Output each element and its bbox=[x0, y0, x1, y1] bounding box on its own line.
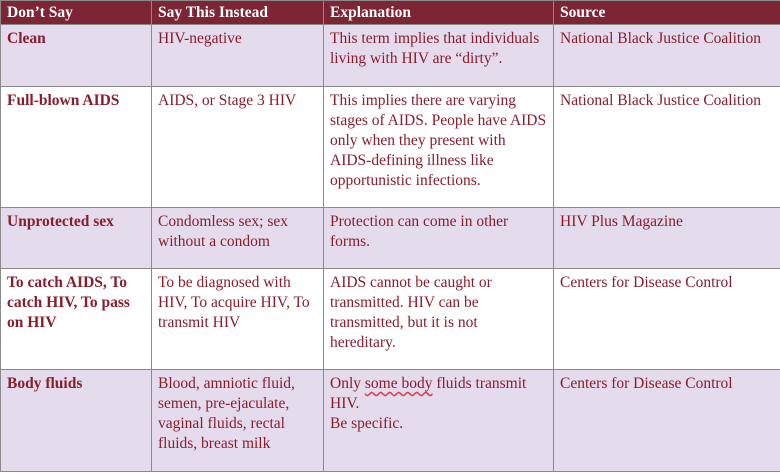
source-cell: Centers for Disease Control bbox=[553, 369, 780, 472]
source-cell: HIV Plus Magazine bbox=[553, 207, 780, 269]
table-row: Full-blown AIDS AIDS, or Stage 3 HIV Thi… bbox=[0, 86, 780, 208]
explanation-cell: This implies there are varying stages of… bbox=[323, 86, 554, 208]
dont-say-cell: To catch AIDS, To catch HIV, To pass on … bbox=[0, 268, 152, 370]
dont-say-cell: Full-blown AIDS bbox=[0, 86, 152, 208]
explanation-line: Be specific. bbox=[330, 415, 404, 432]
explanation-line: Only some body fluids transmit HIV. bbox=[330, 374, 547, 414]
say-instead-cell: HIV-negative bbox=[151, 24, 324, 87]
explanation-cell: Only some body fluids transmit HIV. Be s… bbox=[323, 369, 554, 472]
table-row: Clean HIV-negative This term implies tha… bbox=[0, 24, 780, 87]
header-source: Source bbox=[553, 0, 780, 25]
dont-say-cell: Unprotected sex bbox=[0, 207, 152, 269]
explanation-cell: This term implies that individuals livin… bbox=[323, 24, 554, 87]
dont-say-cell: Body fluids bbox=[0, 369, 152, 472]
explanation-text: Only bbox=[330, 375, 365, 392]
say-instead-cell: Condomless sex; sex without a condom bbox=[151, 207, 324, 269]
say-instead-cell: Blood, amniotic fluid, semen, pre-ejacul… bbox=[151, 369, 324, 472]
header-row: Don’t Say Say This Instead Explanation S… bbox=[0, 0, 780, 25]
explanation-text: fluids transmit HIV. bbox=[330, 375, 527, 412]
header-dont-say: Don’t Say bbox=[0, 0, 152, 25]
explanation-cell: AIDS cannot be caught or transmitted. HI… bbox=[323, 268, 554, 370]
dont-say-cell: Clean bbox=[0, 24, 152, 87]
spellcheck-underlined-text[interactable]: some body bbox=[364, 375, 433, 392]
header-say-instead: Say This Instead bbox=[151, 0, 324, 25]
header-explanation: Explanation bbox=[323, 0, 554, 25]
say-instead-cell: To be diagnosed with HIV, To acquire HIV… bbox=[151, 268, 324, 370]
table-row: Body fluids Blood, amniotic fluid, semen… bbox=[0, 369, 780, 472]
say-instead-cell: AIDS, or Stage 3 HIV bbox=[151, 86, 324, 208]
source-cell: National Black Justice Coalition bbox=[553, 24, 780, 87]
source-cell: National Black Justice Coalition bbox=[553, 86, 780, 208]
table-row: Unprotected sex Condomless sex; sex with… bbox=[0, 207, 780, 269]
source-cell: Centers for Disease Control bbox=[553, 268, 780, 370]
table-row: To catch AIDS, To catch HIV, To pass on … bbox=[0, 268, 780, 370]
explanation-cell: Protection can come in other forms. bbox=[323, 207, 554, 269]
